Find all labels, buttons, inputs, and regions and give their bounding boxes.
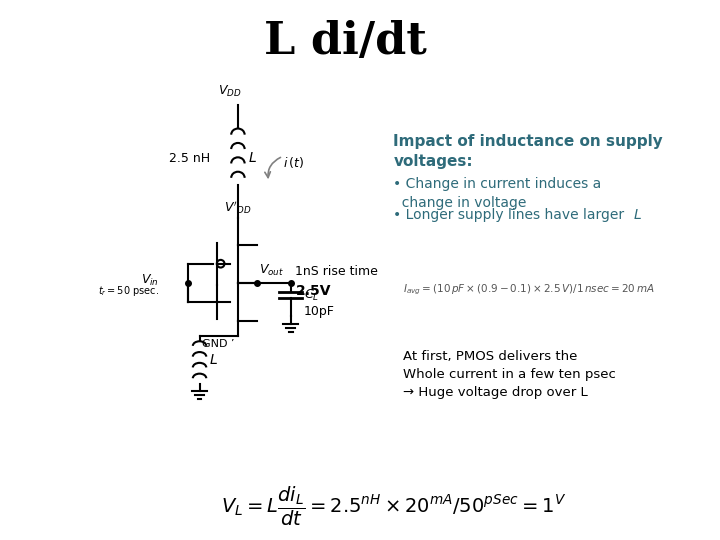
Text: GND ’: GND ’ (202, 339, 235, 348)
Text: $V_L = L\dfrac{di_L}{dt} = 2.5^{nH} \times 20^{mA} / 50^{pSec} = 1^V$: $V_L = L\dfrac{di_L}{dt} = 2.5^{nH} \tim… (220, 484, 566, 528)
Text: $i\,(t)$: $i\,(t)$ (283, 156, 304, 171)
Text: $V_{in}$: $V_{in}$ (141, 273, 159, 288)
Circle shape (217, 260, 225, 267)
Text: 2.5V: 2.5V (295, 284, 331, 298)
Text: 10pF: 10pF (304, 305, 335, 318)
Text: At first, PMOS delivers the
Whole current in a few ten psec
→ Huge voltage drop : At first, PMOS delivers the Whole curren… (403, 350, 616, 399)
Text: • Change in current induces a
  change in voltage: • Change in current induces a change in … (393, 177, 602, 210)
Text: • Longer supply lines have larger: • Longer supply lines have larger (393, 208, 629, 222)
Text: $L$: $L$ (633, 208, 642, 222)
Text: 2.5 nH: 2.5 nH (169, 152, 210, 165)
Text: $V_{out}$: $V_{out}$ (259, 263, 284, 278)
Text: 1nS rise time: 1nS rise time (295, 265, 379, 278)
Text: $C_L$: $C_L$ (304, 288, 319, 303)
Text: Impact of inductance on supply
voltages:: Impact of inductance on supply voltages: (393, 134, 663, 169)
Text: $L$: $L$ (209, 353, 218, 367)
Text: $I_{avg} = (10\,pF \times (0.9 - 0.1) \times 2.5\,V) / 1\,nsec = 20\,mA$: $I_{avg} = (10\,pF \times (0.9 - 0.1) \t… (403, 283, 654, 298)
Text: $L$: $L$ (248, 151, 256, 165)
Text: $V_{DD}$: $V_{DD}$ (218, 84, 242, 99)
Text: $V'_{DD}$: $V'_{DD}$ (224, 199, 251, 216)
Text: $t_r = 50$ psec.: $t_r = 50$ psec. (98, 284, 159, 298)
Text: L di/dt: L di/dt (264, 19, 427, 63)
